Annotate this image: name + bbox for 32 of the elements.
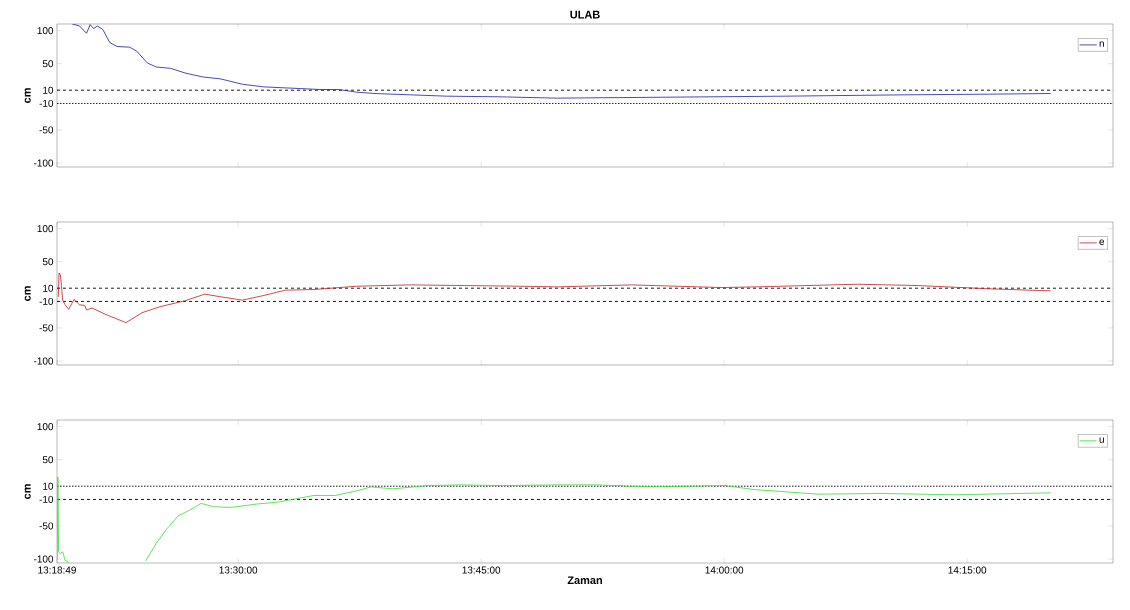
x-tick-label: 14:15:00 — [948, 566, 987, 574]
x-axis-title: Zaman — [567, 576, 602, 585]
x-tick-label: 13:30:00 — [219, 566, 258, 574]
y-tick-label: -10 — [39, 297, 54, 305]
y-tick-label: -50 — [39, 126, 54, 134]
y-axis-title: cm — [24, 88, 31, 103]
y-tick-label: -50 — [39, 324, 54, 332]
legend-label: e — [1099, 239, 1105, 245]
y-tick-label: -100 — [33, 555, 54, 563]
y-tick-label: -50 — [39, 522, 54, 530]
x-tick-label: 14:00:00 — [705, 566, 744, 574]
y-tick-label: 50 — [42, 60, 54, 68]
line-series — [57, 272, 1052, 324]
y-tick-label: 100 — [37, 423, 54, 431]
y-tick-label: 50 — [42, 456, 54, 464]
x-tick-label: 13:45:00 — [462, 566, 501, 574]
y-tick-label: -100 — [33, 357, 54, 365]
y-tick-label: 100 — [37, 27, 54, 35]
y-tick-label: -10 — [39, 495, 54, 503]
y-tick-label: 10 — [43, 482, 54, 490]
y-axis-title: cm — [24, 286, 31, 301]
y-tick-label: 10 — [43, 284, 54, 292]
legend-label: n — [1099, 41, 1104, 47]
y-tick-label: -100 — [33, 159, 54, 167]
y-tick-label: 50 — [42, 258, 54, 266]
legend-label: u — [1099, 437, 1104, 443]
x-tick-label: 13:18:49 — [38, 566, 76, 574]
chart-title: ULAB — [570, 10, 600, 19]
y-axis-title: cm — [24, 484, 31, 499]
y-tick-label: 10 — [43, 86, 54, 94]
y-tick-label: -10 — [39, 99, 54, 107]
y-tick-label: 100 — [37, 225, 54, 233]
